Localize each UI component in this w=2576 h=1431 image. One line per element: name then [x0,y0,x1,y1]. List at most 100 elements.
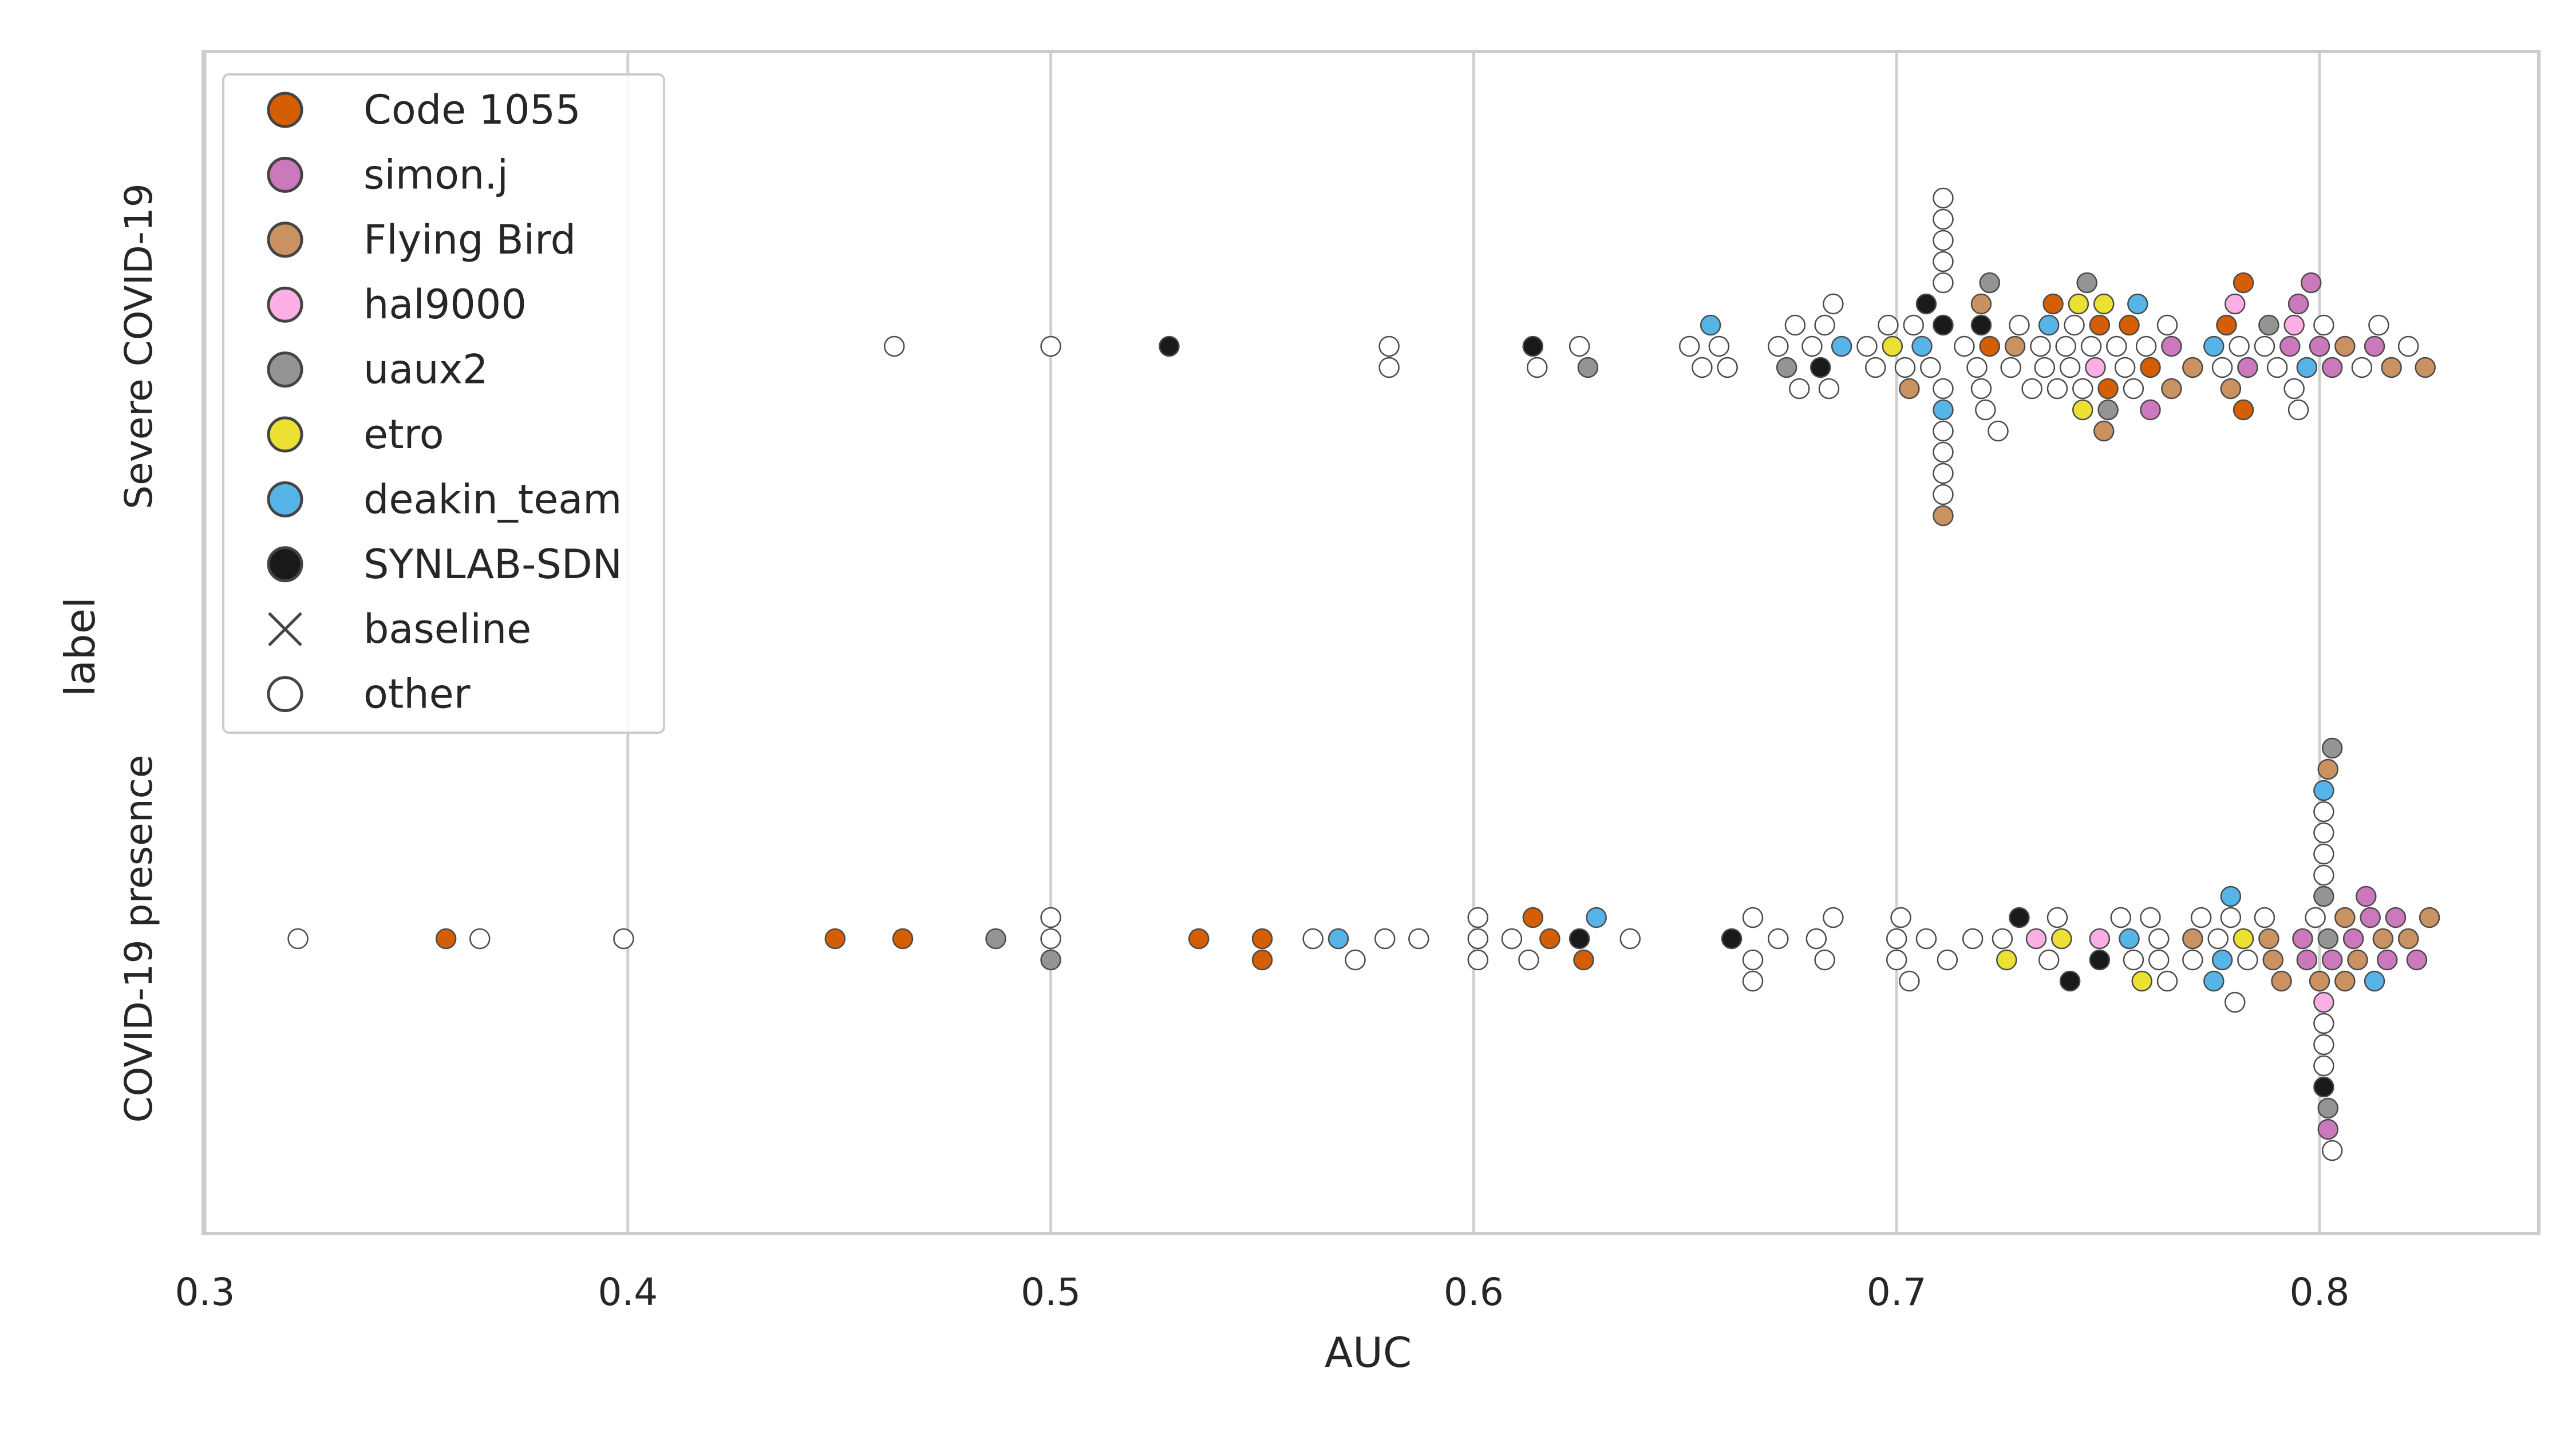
data-point-other [1856,335,1878,357]
data-point-deakin [2203,335,2225,357]
data-point-deakin [2119,928,2140,950]
data-point-etro [2233,928,2254,950]
data-point-other [1467,907,1489,928]
data-point-other [2140,907,2161,928]
data-point-other [1933,378,1954,400]
data-point-other [1518,949,1539,971]
legend-frame [222,73,665,734]
data-point-flying [1899,378,1920,400]
data-point-other [287,928,309,950]
data-point-other [2313,314,2334,336]
legend-item-flying: Flying Bird [267,216,576,263]
data-point-other [1302,928,1323,950]
data-point-other [1467,949,1489,971]
data-point-other [2000,357,2021,378]
data-point-uaux2 [1040,949,1061,971]
data-point-other [469,928,491,950]
data-point-other [2156,970,2178,992]
data-point-flying [2093,420,2115,442]
data-point-other [2080,335,2102,357]
data-point-flying [2372,928,2394,950]
data-point-code1055 [2042,293,2064,315]
legend-marker [267,286,303,323]
data-point-other [883,335,905,357]
data-point-other [1865,357,1886,378]
data-point-uaux2 [985,928,1006,950]
y-axis-label: label [56,597,104,697]
data-point-other [2059,357,2081,378]
data-point-etro [2068,293,2089,315]
legend-label: baseline [364,606,531,653]
data-point-code1055 [824,928,846,950]
x-axis-label: AUC [1325,1329,1412,1377]
legend-label: Code 1055 [364,86,581,133]
data-point-uaux2 [2321,737,2343,759]
data-point-synlab [2009,907,2030,928]
data-point-other [2287,399,2309,421]
data-point-other [1954,335,1975,357]
data-point-flying [2262,949,2283,971]
data-point-other [1768,928,1789,950]
data-point-simon [2287,293,2309,315]
data-point-other [1962,928,1984,950]
data-point-other [2190,907,2212,928]
data-point-etro [2072,399,2093,421]
data-point-flying [2397,928,2419,950]
data-point-uaux2 [1979,272,2000,294]
data-point-flying [2161,378,2182,400]
data-point-other [1814,949,1835,971]
data-point-etro [2093,293,2115,315]
data-point-synlab [1721,928,1743,950]
data-point-flying [2317,758,2339,780]
data-point-code1055 [1251,928,1273,950]
data-point-uaux2 [2076,272,2097,294]
data-point-other [1805,928,1827,950]
data-point-simon [2364,335,2385,357]
legend-label: hal9000 [364,281,527,328]
data-point-other [2156,314,2178,336]
data-point-other [1970,378,1992,400]
data-point-other [1933,208,1954,230]
x-tick-label: 0.6 [1444,1270,1504,1314]
data-point-code1055 [2089,314,2111,336]
data-point-simon [2279,335,2301,357]
data-point-simon [2309,335,2330,357]
data-point-synlab [1915,293,1937,315]
legend-label: Flying Bird [364,216,576,263]
data-point-flying [2419,907,2440,928]
data-point-other [2220,907,2242,928]
data-point-simon [2376,949,2398,971]
data-point-code1055 [1251,949,1273,971]
legend-marker [267,222,303,258]
legend-label: SYNLAB-SDN [364,541,622,588]
legend-label: deakin_team [364,476,622,523]
data-point-simon [2300,272,2322,294]
data-point-etro [2051,928,2072,950]
data-point-flying [2415,357,2436,378]
data-point-flying [2334,970,2356,992]
legend-item-hal: hal9000 [267,281,527,328]
axes-frame [202,50,2541,1235]
data-point-other [2397,335,2419,357]
data-point-deakin [1911,335,1933,357]
y-category-label: Severe COVID-19 [117,183,161,509]
data-point-other [1814,314,1835,336]
data-point-other [1823,907,1844,928]
data-point-simon [2321,949,2343,971]
data-point-etro [2131,970,2152,992]
data-point-deakin [1933,399,1954,421]
data-point-other [2034,357,2056,378]
data-point-flying [1933,505,1954,527]
data-point-other [1801,335,1823,357]
data-point-other [2106,335,2127,357]
data-point-other [2055,335,2076,357]
data-point-other [2182,949,2203,971]
legend-label: uaux2 [364,346,488,393]
data-point-other [2123,949,2144,971]
legend-marker [267,156,303,193]
legend-marker-x [268,612,302,646]
data-point-other [1823,293,1844,315]
data-point-code1055 [2233,399,2254,421]
data-point-other [1933,187,1954,209]
